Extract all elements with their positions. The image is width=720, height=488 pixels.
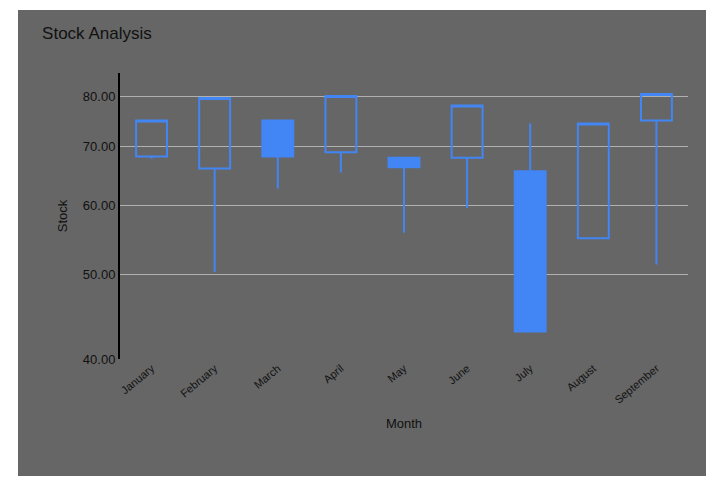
svg-text:May: May (385, 362, 409, 385)
svg-text:March: March (251, 362, 282, 391)
svg-text:September: September (612, 362, 661, 406)
svg-text:60.00: 60.00 (83, 198, 116, 213)
svg-text:Month: Month (386, 416, 422, 431)
svg-text:80.00: 80.00 (83, 89, 116, 104)
svg-text:April: April (321, 362, 346, 385)
svg-text:July: July (512, 362, 535, 384)
svg-text:50.00: 50.00 (83, 267, 116, 282)
svg-text:70.00: 70.00 (83, 139, 116, 154)
svg-text:August: August (564, 362, 598, 393)
svg-text:February: February (178, 362, 220, 400)
svg-text:Stock Analysis: Stock Analysis (42, 24, 152, 43)
svg-text:Stock: Stock (55, 199, 70, 232)
svg-text:June: June (446, 362, 472, 387)
svg-text:40.00: 40.00 (83, 352, 116, 367)
svg-text:January: January (119, 362, 157, 397)
